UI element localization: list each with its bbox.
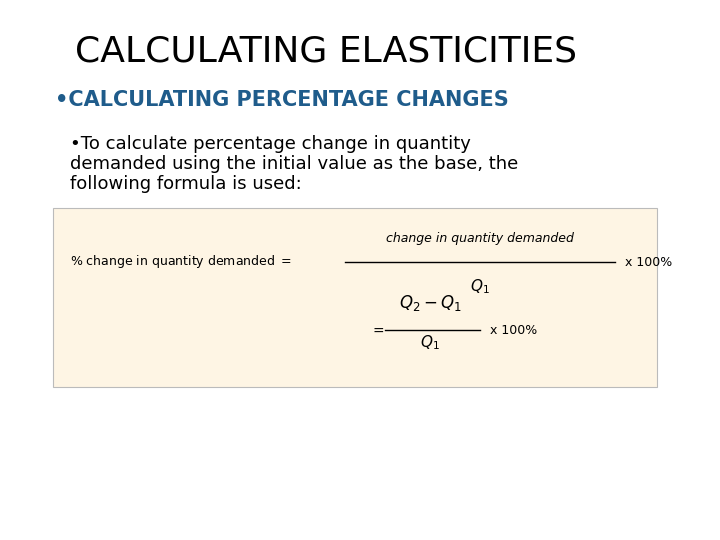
Text: $\mathit{Q}_2 - \mathit{Q}_1$: $\mathit{Q}_2 - \mathit{Q}_1$ bbox=[399, 293, 462, 313]
Text: change in quantity demanded: change in quantity demanded bbox=[386, 232, 574, 245]
Text: $\mathit{Q}_1$: $\mathit{Q}_1$ bbox=[470, 277, 490, 296]
Text: •To calculate percentage change in quantity: •To calculate percentage change in quant… bbox=[70, 135, 471, 153]
Text: x 100%: x 100% bbox=[490, 323, 537, 336]
Text: following formula is used:: following formula is used: bbox=[70, 175, 302, 193]
Text: $=$: $=$ bbox=[370, 323, 384, 337]
Text: CALCULATING ELASTICITIES: CALCULATING ELASTICITIES bbox=[75, 35, 577, 69]
Text: x 100%: x 100% bbox=[625, 255, 672, 268]
Text: $\mathit{Q}_1$: $\mathit{Q}_1$ bbox=[420, 333, 440, 352]
Text: demanded using the initial value as the base, the: demanded using the initial value as the … bbox=[70, 155, 518, 173]
FancyBboxPatch shape bbox=[53, 208, 657, 387]
Text: •CALCULATING PERCENTAGE CHANGES: •CALCULATING PERCENTAGE CHANGES bbox=[55, 90, 509, 110]
Text: % change in quantity demanded $=$: % change in quantity demanded $=$ bbox=[70, 253, 292, 271]
